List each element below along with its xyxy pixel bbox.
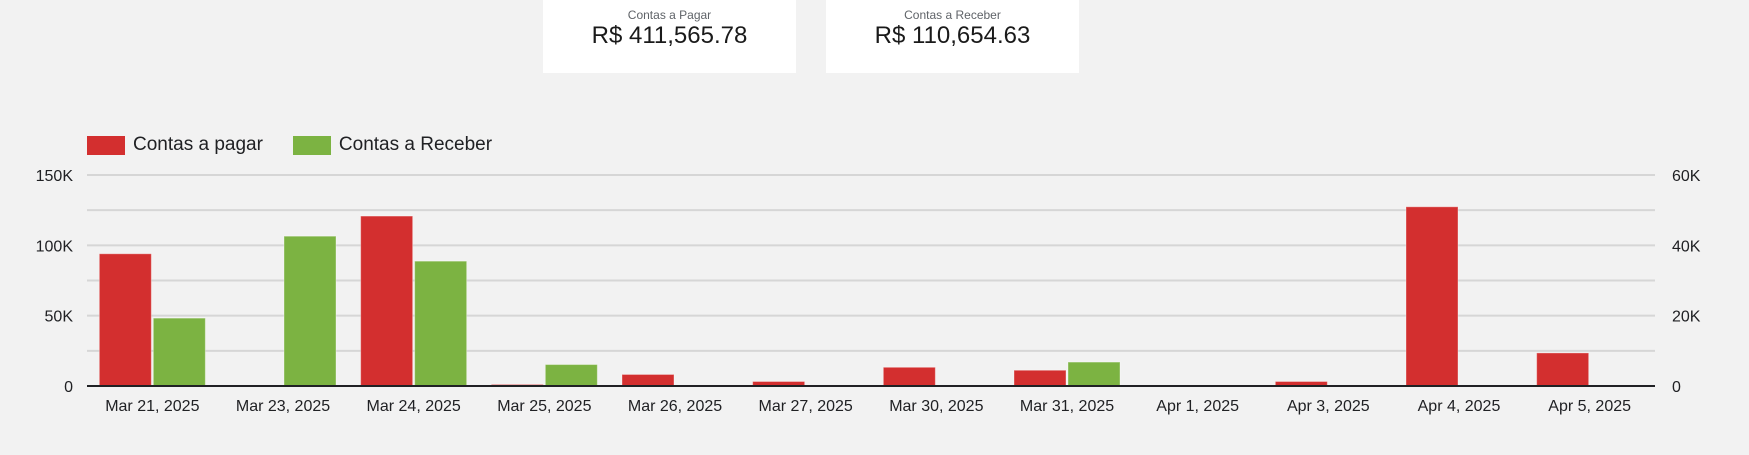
scorecard-label: Contas a Pagar bbox=[627, 8, 712, 22]
x-axis-label: Mar 27, 2025 bbox=[759, 398, 853, 415]
x-axis-label: Mar 26, 2025 bbox=[628, 398, 722, 415]
bar[interactable] bbox=[98, 253, 152, 387]
chart-legend: Contas a pagar Contas a Receber bbox=[87, 134, 522, 156]
left-axis-tick: 100K bbox=[36, 238, 74, 255]
x-axis-label: Mar 31, 2025 bbox=[1020, 398, 1114, 415]
bar[interactable] bbox=[621, 373, 675, 387]
x-axis-label: Mar 21, 2025 bbox=[105, 398, 199, 415]
bar[interactable] bbox=[360, 215, 414, 387]
bar[interactable] bbox=[1067, 361, 1121, 387]
legend-swatch-green bbox=[292, 135, 331, 155]
bar[interactable] bbox=[1013, 369, 1067, 387]
bar[interactable] bbox=[882, 366, 936, 387]
right-axis-tick: 0 bbox=[1672, 379, 1681, 396]
bar[interactable] bbox=[1536, 352, 1590, 387]
scorecard-contas-a-receber: Contas a Receber R$ 110,654.63 bbox=[826, 0, 1079, 73]
legend-item-contas-a-receber[interactable]: Contas a Receber bbox=[292, 134, 493, 156]
x-axis-label: Mar 25, 2025 bbox=[497, 398, 591, 415]
bar[interactable] bbox=[414, 260, 468, 387]
legend-item-contas-a-pagar[interactable]: Contas a pagar bbox=[87, 134, 263, 156]
scorecard-label: Contas a Receber bbox=[904, 8, 1001, 22]
left-axis-tick: 0 bbox=[64, 379, 73, 396]
bar[interactable] bbox=[1405, 206, 1459, 387]
x-axis-label: Apr 4, 2025 bbox=[1418, 398, 1501, 415]
right-axis-tick: 20K bbox=[1672, 309, 1701, 326]
right-axis-tick: 60K bbox=[1672, 168, 1701, 185]
bar[interactable] bbox=[152, 317, 206, 387]
bar[interactable] bbox=[544, 364, 598, 387]
scorecard-contas-a-pagar: Contas a Pagar R$ 411,565.78 bbox=[543, 0, 796, 73]
bar[interactable] bbox=[283, 235, 337, 387]
left-axis-tick: 50K bbox=[45, 309, 74, 326]
scorecard-value: R$ 411,565.78 bbox=[591, 22, 748, 49]
x-axis-label: Mar 24, 2025 bbox=[367, 398, 461, 415]
x-axis-label: Mar 23, 2025 bbox=[236, 398, 330, 415]
legend-label: Contas a pagar bbox=[133, 134, 263, 155]
x-axis-label: Apr 5, 2025 bbox=[1548, 398, 1631, 415]
x-axis-label: Apr 1, 2025 bbox=[1156, 398, 1239, 415]
x-axis-label: Mar 30, 2025 bbox=[889, 398, 983, 415]
legend-swatch-red bbox=[87, 135, 125, 155]
right-axis-tick: 40K bbox=[1672, 238, 1701, 255]
x-axis-label: Apr 3, 2025 bbox=[1287, 398, 1370, 415]
left-axis-tick: 150K bbox=[36, 168, 74, 185]
scorecard-value: R$ 110,654.63 bbox=[874, 22, 1031, 49]
legend-label: Contas a Receber bbox=[338, 134, 493, 155]
